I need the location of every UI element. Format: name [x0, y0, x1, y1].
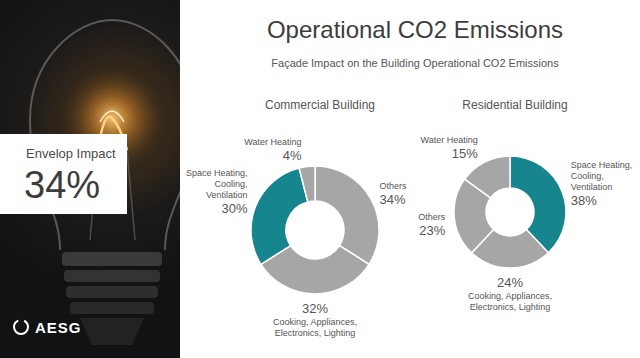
- svg-text:Façade Impact on the Building: Façade Impact on the Building Operationa…: [271, 57, 559, 69]
- svg-text:Ventilation: Ventilation: [571, 182, 613, 192]
- svg-text:38%: 38%: [571, 193, 597, 208]
- svg-text:15%: 15%: [452, 146, 478, 161]
- svg-text:34%: 34%: [380, 192, 406, 207]
- svg-text:Commercial Building: Commercial Building: [265, 98, 375, 112]
- svg-text:Water Heating: Water Heating: [244, 137, 301, 147]
- svg-text:Electronics, Lighting: Electronics, Lighting: [470, 302, 551, 312]
- svg-text:Cooling,: Cooling,: [571, 171, 604, 181]
- svg-text:32%: 32%: [302, 301, 328, 316]
- svg-text:Electronics, Lighting: Electronics, Lighting: [275, 328, 356, 338]
- svg-text:Cooking, Appliances,: Cooking, Appliances,: [273, 317, 357, 327]
- svg-text:Space Heating,: Space Heating,: [186, 168, 248, 178]
- html-text:34%: 34%: [24, 164, 101, 206]
- html-text:Envelop Impact: Envelop Impact: [26, 146, 116, 161]
- svg-text:Ventilation: Ventilation: [206, 190, 248, 200]
- svg-text:Water Heating: Water Heating: [421, 135, 478, 145]
- svg-text:23%: 23%: [419, 223, 445, 238]
- svg-text:Others: Others: [418, 212, 446, 222]
- html-text:AESG: AESG: [35, 318, 82, 336]
- svg-text:Cooling,: Cooling,: [215, 179, 248, 189]
- svg-text:Others: Others: [380, 181, 408, 191]
- svg-text:Cooking, Appliances,: Cooking, Appliances,: [468, 291, 552, 301]
- svg-text:30%: 30%: [222, 201, 248, 216]
- svg-text:24%: 24%: [497, 275, 523, 290]
- svg-text:Residential Building: Residential Building: [462, 98, 567, 112]
- svg-text:Space Heating,: Space Heating,: [571, 160, 633, 170]
- svg-text:Operational CO2 Emissions: Operational CO2 Emissions: [267, 16, 563, 43]
- svg-text:4%: 4%: [283, 148, 302, 163]
